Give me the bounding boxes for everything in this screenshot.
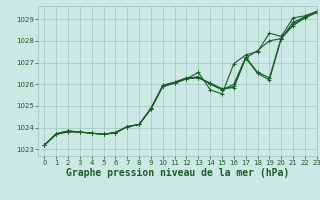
X-axis label: Graphe pression niveau de la mer (hPa): Graphe pression niveau de la mer (hPa) xyxy=(66,168,289,178)
